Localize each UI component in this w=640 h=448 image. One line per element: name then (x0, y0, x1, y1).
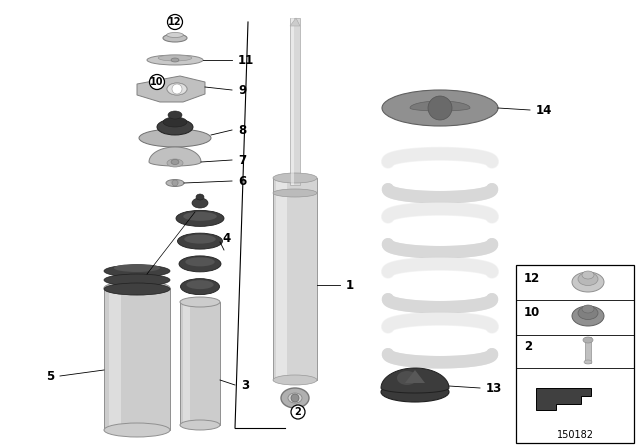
Text: 4: 4 (222, 232, 230, 245)
Circle shape (428, 96, 452, 120)
Ellipse shape (192, 198, 208, 208)
Ellipse shape (104, 281, 170, 295)
Ellipse shape (167, 159, 183, 167)
Text: 6: 6 (238, 175, 246, 188)
Ellipse shape (184, 235, 216, 244)
Text: 2: 2 (524, 340, 532, 353)
Text: 2: 2 (294, 407, 301, 417)
Text: 12: 12 (168, 17, 182, 27)
Circle shape (168, 14, 182, 30)
Polygon shape (149, 147, 201, 166)
Ellipse shape (171, 58, 179, 62)
Ellipse shape (147, 55, 203, 65)
Polygon shape (290, 18, 300, 26)
Ellipse shape (171, 180, 179, 184)
Ellipse shape (167, 83, 187, 95)
Text: 13: 13 (486, 382, 502, 395)
Ellipse shape (196, 194, 204, 200)
Text: 8: 8 (238, 124, 246, 137)
Ellipse shape (273, 189, 317, 197)
Text: 5: 5 (45, 370, 54, 383)
Ellipse shape (166, 33, 184, 38)
Ellipse shape (273, 375, 317, 385)
Ellipse shape (288, 393, 302, 403)
Text: 3: 3 (241, 379, 249, 392)
Bar (109, 288, 120, 430)
Polygon shape (405, 370, 425, 383)
Bar (273, 178, 317, 380)
Ellipse shape (114, 264, 160, 272)
Ellipse shape (180, 297, 220, 307)
Bar (290, 18, 300, 185)
Bar (516, 265, 634, 443)
Ellipse shape (382, 90, 498, 126)
Ellipse shape (158, 55, 192, 61)
Ellipse shape (176, 211, 224, 226)
Text: 150182: 150182 (557, 430, 593, 440)
Ellipse shape (166, 180, 184, 186)
Text: 7: 7 (238, 154, 246, 167)
Ellipse shape (167, 83, 187, 95)
Ellipse shape (183, 212, 217, 221)
Bar (291, 18, 294, 185)
Ellipse shape (578, 272, 598, 285)
Text: 11: 11 (238, 53, 254, 66)
Ellipse shape (281, 388, 309, 408)
Ellipse shape (572, 306, 604, 326)
Text: 10: 10 (150, 77, 164, 87)
Ellipse shape (163, 117, 187, 127)
Circle shape (150, 74, 164, 90)
Ellipse shape (177, 233, 223, 249)
Ellipse shape (104, 274, 170, 286)
Ellipse shape (171, 159, 179, 164)
Text: 14: 14 (536, 103, 552, 116)
Ellipse shape (104, 265, 170, 277)
Ellipse shape (180, 279, 220, 295)
Polygon shape (137, 76, 205, 102)
Ellipse shape (104, 423, 170, 437)
Ellipse shape (572, 272, 604, 292)
Ellipse shape (273, 173, 317, 183)
Ellipse shape (582, 271, 594, 279)
Ellipse shape (584, 360, 592, 364)
Ellipse shape (179, 256, 221, 272)
Bar (104, 288, 170, 430)
Circle shape (291, 394, 299, 402)
Circle shape (172, 84, 182, 94)
Text: 9: 9 (238, 83, 246, 96)
Text: 1: 1 (346, 279, 354, 292)
Ellipse shape (583, 337, 593, 343)
Ellipse shape (139, 129, 211, 147)
Ellipse shape (163, 34, 187, 42)
Ellipse shape (104, 283, 170, 295)
Polygon shape (381, 368, 449, 393)
Circle shape (172, 180, 178, 186)
Ellipse shape (582, 305, 594, 313)
Ellipse shape (168, 111, 182, 119)
Circle shape (291, 405, 305, 419)
Polygon shape (410, 101, 470, 111)
Ellipse shape (186, 257, 214, 267)
Ellipse shape (157, 119, 193, 135)
Bar (180, 302, 220, 425)
Polygon shape (536, 388, 591, 410)
Ellipse shape (186, 280, 214, 289)
Text: 10: 10 (524, 306, 540, 319)
Ellipse shape (578, 306, 598, 319)
Ellipse shape (397, 371, 417, 385)
Bar (276, 178, 287, 380)
Bar (183, 302, 190, 425)
Bar (585, 337, 591, 363)
Ellipse shape (381, 382, 449, 402)
Text: 12: 12 (524, 271, 540, 284)
Ellipse shape (180, 420, 220, 430)
